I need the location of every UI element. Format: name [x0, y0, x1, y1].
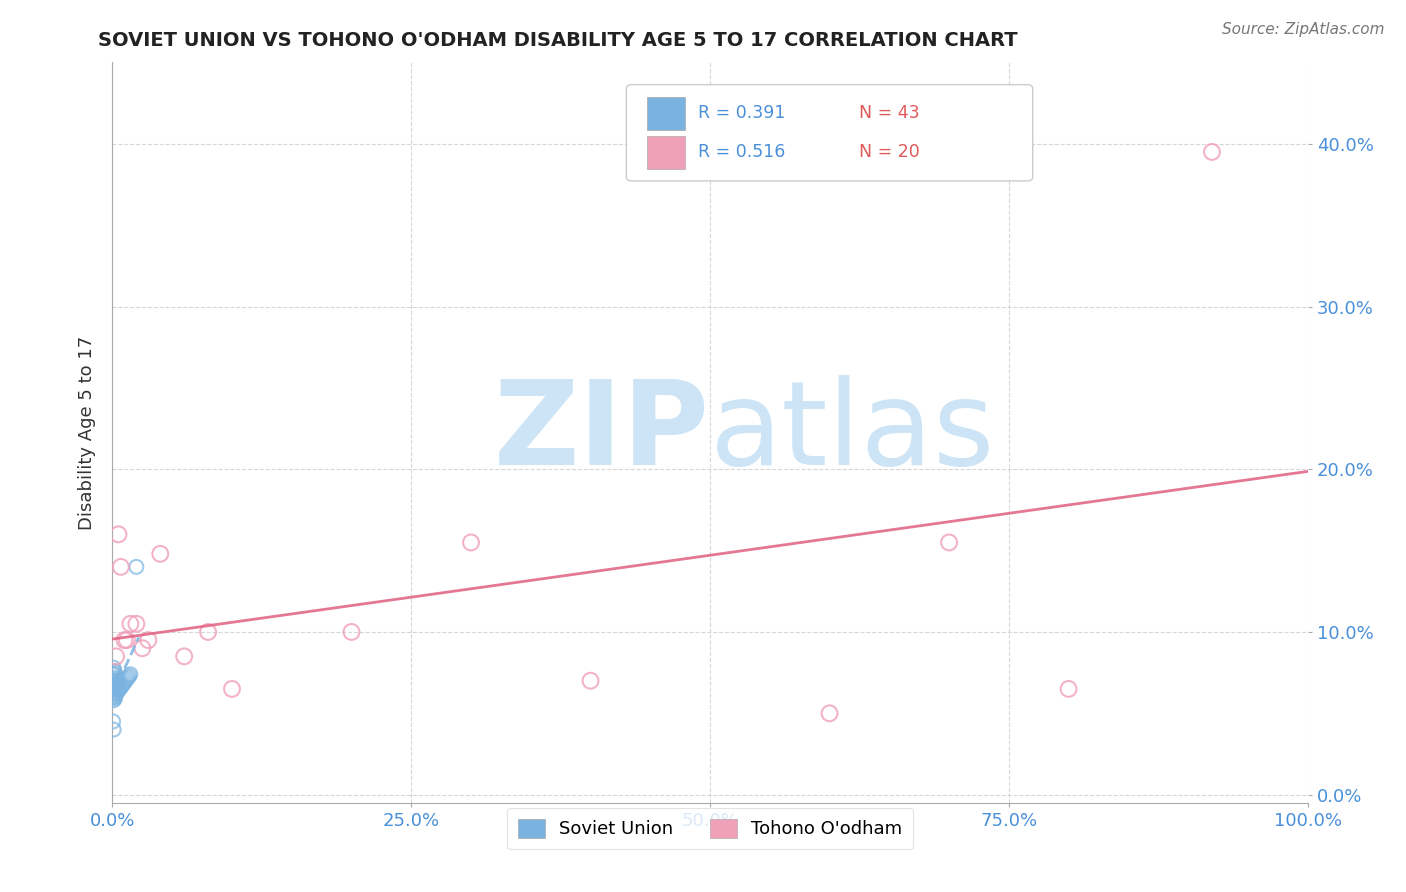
Point [104, 685, 127, 699]
Point [101, 667, 124, 681]
Point [197, 624, 219, 639]
Point [104, 681, 127, 696]
Text: N = 43: N = 43 [859, 104, 920, 122]
FancyBboxPatch shape [627, 85, 1033, 181]
Text: atlas: atlas [710, 376, 995, 490]
Point [108, 681, 131, 696]
Point [110, 680, 132, 694]
Point [579, 673, 602, 688]
Point [111, 679, 134, 693]
Point [125, 559, 148, 574]
Text: N = 20: N = 20 [859, 144, 920, 161]
Point [221, 681, 243, 696]
Text: R = 0.516: R = 0.516 [699, 144, 786, 161]
Point [173, 649, 195, 664]
Point [117, 671, 139, 685]
Point [103, 664, 125, 678]
Point [110, 559, 132, 574]
Point [103, 661, 125, 675]
Point [112, 677, 135, 691]
Point [103, 673, 125, 688]
Text: R = 0.391: R = 0.391 [699, 104, 786, 122]
Point [114, 673, 136, 688]
Point [103, 687, 125, 701]
Point [104, 691, 127, 706]
Point [104, 675, 127, 690]
Point [818, 706, 841, 721]
Point [103, 671, 125, 685]
Point [120, 616, 142, 631]
Point [115, 633, 138, 648]
Point [138, 633, 160, 648]
Point [105, 680, 128, 694]
Point [114, 675, 135, 690]
Text: Source: ZipAtlas.com: Source: ZipAtlas.com [1222, 22, 1385, 37]
Point [103, 723, 125, 737]
Point [103, 667, 125, 681]
Point [107, 527, 129, 541]
FancyBboxPatch shape [647, 136, 685, 169]
FancyBboxPatch shape [647, 96, 685, 130]
Point [104, 672, 127, 686]
Point [460, 535, 482, 549]
Point [101, 673, 124, 688]
Point [104, 689, 127, 703]
Point [103, 693, 125, 707]
Point [103, 683, 125, 698]
Point [125, 616, 148, 631]
Point [103, 680, 125, 694]
Point [120, 667, 142, 681]
Point [104, 679, 127, 693]
Point [114, 633, 135, 648]
Point [115, 672, 138, 686]
Point [107, 675, 129, 690]
Point [104, 665, 127, 680]
Point [1057, 681, 1080, 696]
Y-axis label: Disability Age 5 to 17: Disability Age 5 to 17 [77, 335, 96, 530]
Point [938, 535, 960, 549]
Point [1201, 145, 1223, 159]
Point [131, 641, 153, 656]
Point [107, 683, 129, 698]
Point [118, 669, 141, 683]
Point [103, 677, 125, 691]
Point [103, 690, 125, 704]
Point [105, 685, 128, 699]
Point [105, 677, 128, 691]
Point [105, 673, 128, 688]
Point [101, 681, 124, 696]
Point [149, 547, 172, 561]
Point [101, 714, 124, 729]
Point [105, 687, 128, 701]
Text: ZIP: ZIP [494, 376, 710, 490]
Legend: Soviet Union, Tohono O'odham: Soviet Union, Tohono O'odham [508, 808, 912, 849]
Point [340, 624, 363, 639]
Point [105, 649, 128, 664]
Point [101, 690, 124, 704]
Text: SOVIET UNION VS TOHONO O'ODHAM DISABILITY AGE 5 TO 17 CORRELATION CHART: SOVIET UNION VS TOHONO O'ODHAM DISABILIT… [98, 31, 1018, 50]
